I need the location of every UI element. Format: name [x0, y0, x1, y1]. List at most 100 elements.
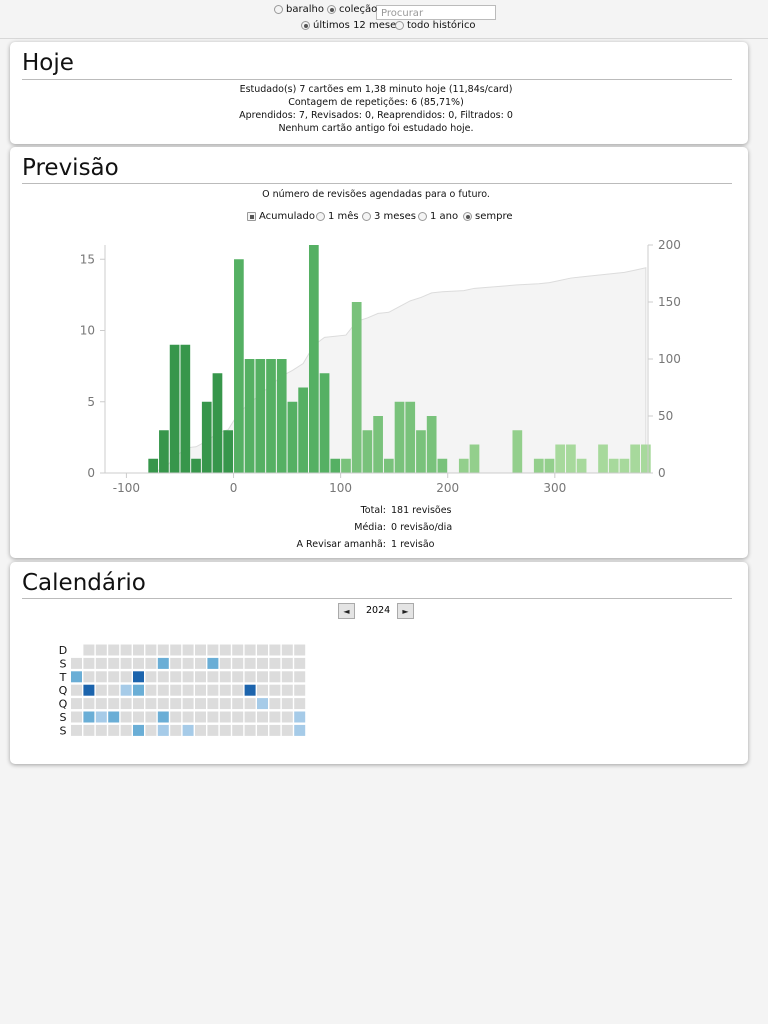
day-cell — [145, 724, 157, 736]
day-cell — [83, 657, 95, 669]
day-cell — [207, 657, 219, 669]
day-cell — [170, 644, 182, 656]
day-cell — [232, 724, 244, 736]
option[interactable]: baralho — [274, 4, 324, 15]
day-cell — [219, 644, 231, 656]
day-cell — [294, 657, 306, 669]
bar — [244, 359, 255, 473]
day-cell — [157, 724, 169, 736]
y-tick-label: 0 — [87, 466, 95, 480]
day-cell — [232, 644, 244, 656]
day-cell — [281, 724, 293, 736]
day-cell — [108, 644, 120, 656]
day-cell — [133, 698, 144, 710]
radio[interactable] — [327, 5, 336, 14]
day-cell — [219, 711, 231, 723]
today-line: Estudado(s) 7 cartões em 1,38 minuto hoj… — [239, 84, 513, 95]
option[interactable]: 3 meses — [362, 211, 416, 222]
y2-tick-label: 0 — [658, 466, 666, 480]
day-cell — [170, 657, 182, 669]
option[interactable]: sempre — [463, 211, 513, 222]
day-cell — [95, 711, 107, 723]
option-label: coleção — [339, 4, 378, 15]
day-cell — [232, 671, 244, 683]
bar — [383, 458, 394, 473]
day-cell — [83, 671, 95, 683]
today-card: Hoje Estudado(s) 7 cartões em 1,38 minut… — [10, 42, 748, 144]
y2-tick-label: 150 — [658, 295, 681, 309]
day-cell — [95, 724, 107, 736]
divider — [22, 183, 732, 184]
option[interactable]: 1 mês — [316, 211, 359, 222]
section-title: Previsão — [22, 155, 119, 181]
summary-label: Total: — [360, 505, 386, 516]
option[interactable]: todo histórico — [395, 20, 476, 31]
option-label: 3 meses — [374, 211, 417, 222]
option[interactable]: coleção — [327, 4, 377, 15]
radio[interactable] — [463, 212, 472, 221]
toolbar: Procurar — [0, 0, 768, 39]
option[interactable]: últimos 12 meses — [301, 20, 401, 31]
weekday-label: S — [60, 724, 67, 737]
day-cell — [269, 684, 281, 696]
day-cell — [83, 644, 95, 656]
checkbox[interactable] — [247, 212, 256, 221]
y2-tick-label: 100 — [658, 352, 681, 366]
bar — [169, 344, 180, 473]
day-cell — [281, 671, 293, 683]
x-tick-label: 300 — [543, 481, 566, 495]
day-cell — [133, 657, 144, 669]
day-cell — [145, 671, 157, 683]
day-cell — [182, 711, 194, 723]
radio[interactable] — [418, 212, 427, 221]
day-cell — [257, 698, 268, 710]
prev-year-button[interactable]: ◄ — [338, 603, 355, 619]
day-cell — [269, 671, 281, 683]
day-cell — [182, 657, 194, 669]
day-cell — [195, 657, 206, 669]
radio[interactable] — [362, 212, 371, 221]
day-cell — [294, 684, 306, 696]
radio[interactable] — [395, 21, 404, 30]
day-cell — [195, 644, 206, 656]
day-cell — [83, 684, 95, 696]
radio[interactable] — [274, 5, 283, 14]
weekday-label: Q — [59, 684, 68, 697]
option-label: Acumulado — [259, 211, 315, 222]
day-cell — [207, 711, 219, 723]
bar — [416, 430, 426, 473]
today-line: Contagem de repetições: 6 (85,71%) — [288, 97, 464, 108]
year-label: 2024 — [366, 605, 391, 616]
summary-value: 0 revisão/dia — [391, 522, 453, 533]
section-title: Calendário — [22, 570, 146, 596]
day-cell — [244, 711, 256, 723]
day-cell — [170, 671, 182, 683]
search-input[interactable]: Procurar — [376, 5, 496, 20]
radio[interactable] — [316, 212, 325, 221]
day-cell — [83, 711, 95, 723]
day-cell — [108, 671, 120, 683]
bar — [512, 430, 523, 473]
next-year-button[interactable]: ► — [397, 603, 414, 619]
radio[interactable] — [301, 21, 310, 30]
option[interactable]: Acumulado — [247, 211, 315, 222]
day-cell — [294, 698, 306, 710]
x-tick-label: 100 — [329, 481, 352, 495]
bar — [308, 245, 319, 473]
day-cell — [257, 657, 268, 669]
day-cell — [95, 684, 107, 696]
summary-label: Média: — [354, 522, 386, 533]
day-cell — [182, 684, 194, 696]
day-cell — [133, 684, 144, 696]
weekday-label: D — [59, 644, 67, 657]
bar — [469, 444, 480, 473]
bar — [566, 444, 576, 473]
day-cell — [195, 671, 206, 683]
day-cell — [195, 724, 206, 736]
option-label: 1 ano — [430, 211, 459, 222]
day-cell — [219, 657, 231, 669]
option[interactable]: 1 ano — [418, 211, 458, 222]
day-cell — [83, 698, 95, 710]
day-cell — [207, 684, 219, 696]
